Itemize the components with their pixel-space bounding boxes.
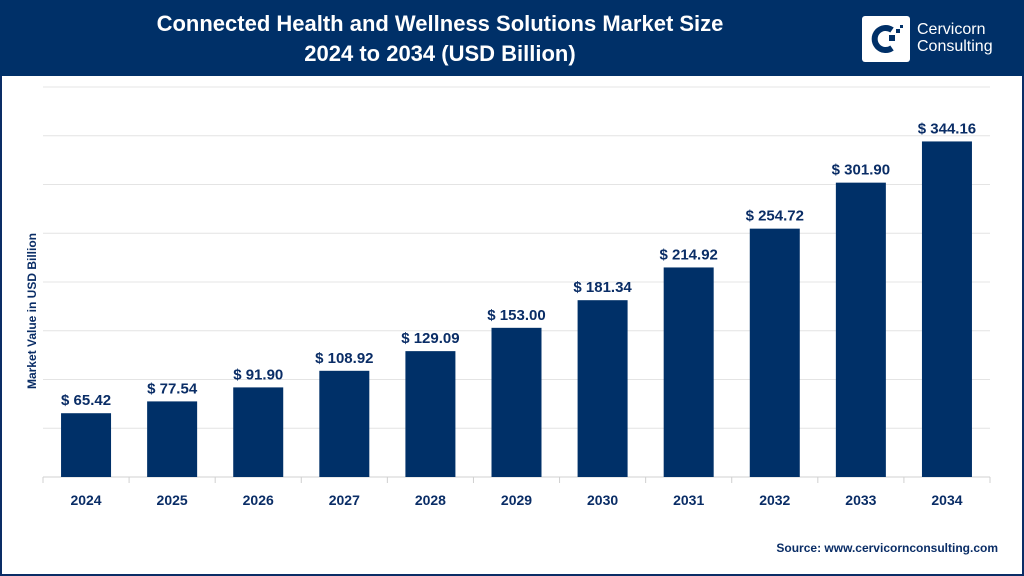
data-label: $ 153.00 <box>487 307 545 324</box>
data-label: $ 344.16 <box>918 120 976 137</box>
bar-2032 <box>749 228 800 477</box>
x-tick-label: 2026 <box>243 492 274 508</box>
chart-title-line2: 2024 to 2034 (USD Billion) <box>304 41 576 66</box>
data-label: $ 254.72 <box>746 208 804 225</box>
x-tick-label: 2029 <box>501 492 532 508</box>
x-tick-label: 2030 <box>587 492 618 508</box>
header-band: Connected Health and Wellness Solutions … <box>0 0 1024 76</box>
bar-2028 <box>405 351 456 477</box>
data-label: $ 91.90 <box>233 366 283 383</box>
data-label: $ 181.34 <box>573 279 632 296</box>
bar-2024 <box>61 413 112 477</box>
data-label: $ 301.90 <box>832 162 890 179</box>
x-tick-label: 2024 <box>70 492 101 508</box>
x-tick-label: 2025 <box>157 492 188 508</box>
data-label: $ 65.42 <box>61 392 111 409</box>
x-tick-label: 2031 <box>673 492 704 508</box>
data-label: $ 108.92 <box>315 350 373 367</box>
bar-2025 <box>147 401 198 477</box>
x-tick-label: 2027 <box>329 492 360 508</box>
data-label: $ 77.54 <box>147 380 198 397</box>
bar-2029 <box>491 327 542 477</box>
data-label: $ 129.09 <box>401 330 459 347</box>
bar-2033 <box>835 182 886 477</box>
x-tick-label: 2033 <box>845 492 876 508</box>
logo-icon <box>862 16 910 62</box>
bar-2031 <box>663 267 714 477</box>
x-tick-label: 2034 <box>931 492 962 508</box>
data-label: $ 214.92 <box>659 246 717 263</box>
logo-text-line2: Consulting <box>917 38 993 55</box>
x-tick-label: 2032 <box>759 492 790 508</box>
bar-2034 <box>921 141 972 477</box>
logo-text-line1: Cervicorn <box>917 21 986 38</box>
bar-2026 <box>233 387 284 477</box>
chart-title-line1: Connected Health and Wellness Solutions … <box>156 11 724 36</box>
bar-2030 <box>577 300 628 477</box>
source-text: Source: www.cervicornconsulting.com <box>776 541 998 555</box>
x-tick-label: 2028 <box>415 492 446 508</box>
bar-2027 <box>319 370 370 477</box>
